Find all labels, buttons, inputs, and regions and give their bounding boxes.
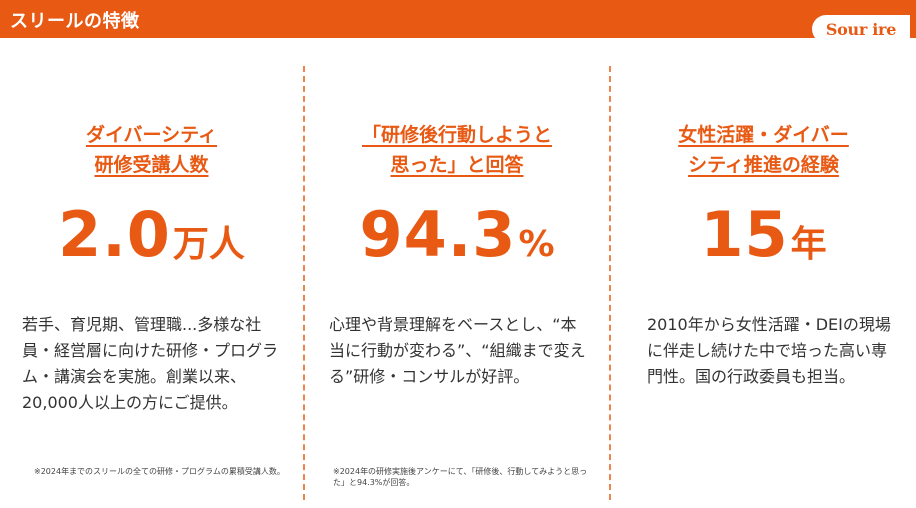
feature-heading-line2: 思った」と回答 <box>390 154 524 176</box>
feature-stat: 15年 <box>611 198 916 271</box>
feature-column-survey: 「研修後行動しようと 思った」と回答 94.3% 心理や背景理解をベースとし、“… <box>305 0 609 508</box>
logo: Sour ire <box>812 15 910 43</box>
feature-heading: ダイバーシティ 研修受講人数 <box>0 120 303 180</box>
stat-value: 15 <box>700 198 789 271</box>
feature-heading: 女性活躍・ダイバー シティ推進の経験 <box>611 120 916 180</box>
stat-unit: 万人 <box>172 224 245 265</box>
feature-heading: 「研修後行動しようと 思った」と回答 <box>305 120 609 180</box>
page-title: スリールの特徴 <box>10 11 140 32</box>
feature-column-experience: 女性活躍・ダイバー シティ推進の経験 15年 2010年から女性活躍・DEIの現… <box>611 0 916 508</box>
feature-heading-line1: 女性活躍・ダイバー <box>678 124 849 146</box>
stat-unit: 年 <box>790 224 827 265</box>
stat-unit: % <box>518 224 555 265</box>
feature-stat: 2.0万人 <box>0 198 303 271</box>
stat-value: 2.0 <box>58 198 171 271</box>
feature-heading-line1: 「研修後行動しようと <box>361 124 552 146</box>
feature-heading-line2: 研修受講人数 <box>94 154 209 176</box>
column-divider-1 <box>303 66 305 500</box>
feature-heading-line1: ダイバーシティ <box>85 124 218 146</box>
feature-description: 2010年から女性活躍・DEIの現場に伴走し続けた中で培った高い専門性。国の行政… <box>647 315 891 386</box>
logo-text: Sour ire <box>825 19 897 39</box>
feature-stat: 94.3% <box>305 198 609 271</box>
feature-footnote: ※2024年までのスリールの全ての研修・プログラムの累積受講人数。 <box>34 467 285 476</box>
stat-value: 94.3 <box>359 198 517 271</box>
feature-column-participants: ダイバーシティ 研修受講人数 2.0万人 若手、育児期、管理職...多様な社員・… <box>0 0 303 508</box>
feature-description: 若手、育児期、管理職...多様な社員・経営層に向けた研修・プログラム・講演会を実… <box>22 315 279 412</box>
column-divider-2 <box>609 66 611 500</box>
feature-heading-line2: シティ推進の経験 <box>688 154 839 176</box>
feature-description: 心理や背景理解をベースとし、“本当に行動が変わる”、“組織まで変える”研修・コン… <box>329 315 586 386</box>
header-bar: スリールの特徴 <box>0 0 916 38</box>
feature-footnote: ※2024年の研修実施後アンケーにて、「研修後、行動してみようと思った」と94.… <box>333 467 588 487</box>
